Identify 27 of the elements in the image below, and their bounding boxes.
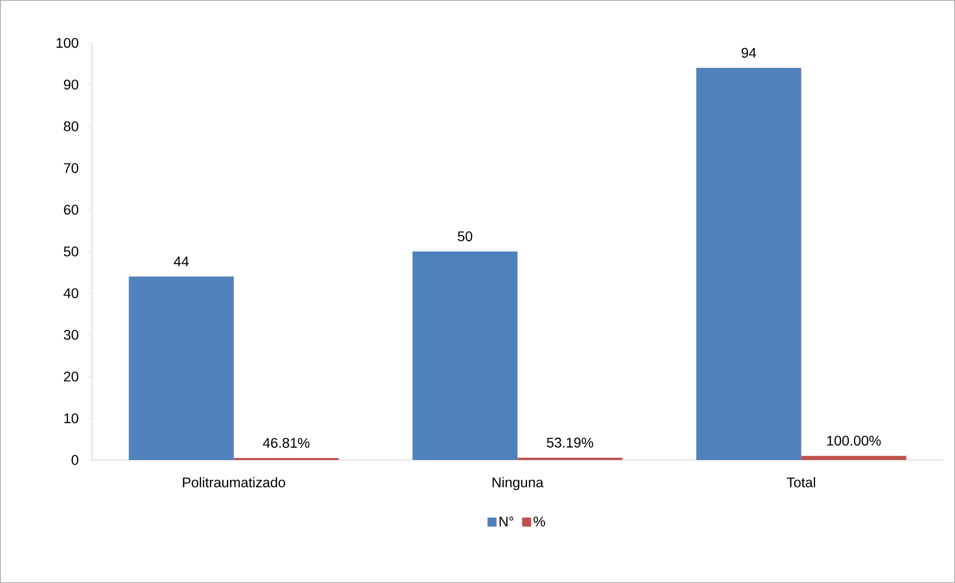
y-tick-label: 80: [64, 121, 78, 132]
data-label: 50: [458, 231, 472, 242]
y-tick-label: 20: [64, 372, 78, 382]
legend-label: N°: [500, 516, 514, 526]
y-tick-label: 30: [64, 330, 78, 340]
x-tick-label: Total: [786, 477, 816, 488]
bar: [128, 276, 234, 460]
y-tick-label: 0: [72, 455, 78, 465]
data-label: 46.81%: [262, 438, 310, 448]
bar: [696, 68, 802, 460]
bar: [518, 458, 622, 460]
y-tick-label: 70: [64, 163, 78, 174]
data-label: 53.19%: [546, 438, 594, 448]
x-tick-label: Ninguna: [492, 477, 544, 490]
y-tick-label: 90: [64, 80, 78, 90]
data-label: 44: [174, 256, 189, 266]
y-tick-label: 100: [56, 38, 78, 48]
y-tick-label: 40: [64, 288, 78, 298]
bar: [412, 251, 518, 460]
x-tick-label: Politraumatizado: [182, 477, 286, 488]
legend-label: %: [534, 516, 546, 526]
y-tick-label: 10: [64, 413, 78, 424]
y-tick-label: 50: [64, 246, 78, 256]
y-tick-label: 60: [64, 204, 78, 215]
data-label: 100.00%: [827, 436, 881, 446]
data-label: 94: [742, 48, 756, 58]
bar: [801, 456, 906, 460]
